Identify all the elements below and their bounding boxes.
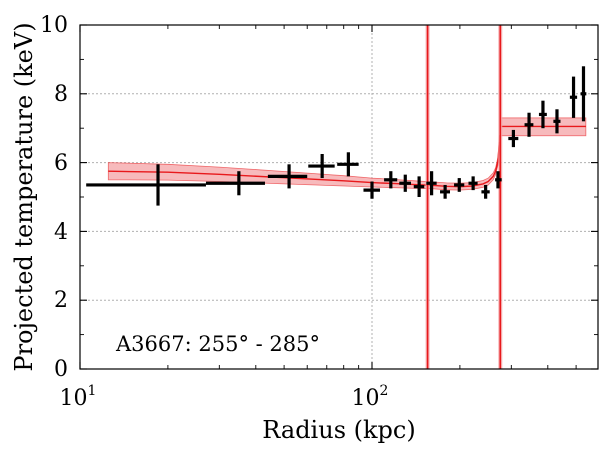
data-point-5 <box>337 152 359 177</box>
y-tick-label-4: 4 <box>54 220 68 245</box>
y-axis-title: Projected temperature (keV) <box>10 22 38 371</box>
data-point-11 <box>440 184 451 199</box>
axis-ticks <box>79 24 598 370</box>
data-point-7 <box>384 171 398 189</box>
data-point-19 <box>553 109 561 134</box>
y-tick-label-0: 0 <box>54 357 68 382</box>
data-point-9 <box>413 176 425 197</box>
data-point-18 <box>538 100 547 129</box>
data-point-15 <box>495 171 502 189</box>
data-point-17 <box>524 112 534 137</box>
y-tick-label-8: 8 <box>54 82 68 107</box>
data-points <box>86 66 587 206</box>
x-tick-labels: 101 102 <box>60 383 389 411</box>
x-tick-label-100: 102 <box>352 383 389 411</box>
x-tick-label-10: 101 <box>60 383 97 411</box>
data-point-6 <box>363 181 380 199</box>
region-annotation: A3667: 255° - 285° <box>115 332 320 356</box>
data-point-16 <box>508 129 519 148</box>
x-tick-label-100-base: 10 <box>352 386 380 411</box>
x-tick-label-10-exp: 1 <box>88 383 97 399</box>
x-tick-label-100-exp: 2 <box>380 383 389 399</box>
data-point-4 <box>308 154 335 179</box>
data-point-21 <box>580 66 587 122</box>
y-tick-label-10: 10 <box>40 13 68 38</box>
y-tick-labels: 0 2 4 6 8 10 <box>40 13 68 382</box>
y-tick-label-6: 6 <box>54 151 68 176</box>
data-point-12 <box>454 178 465 192</box>
data-point-8 <box>399 174 411 192</box>
data-point-10 <box>426 171 437 196</box>
data-point-20 <box>569 76 578 118</box>
data-point-13 <box>468 176 478 191</box>
data-point-1 <box>86 164 206 206</box>
model-layer <box>107 25 587 369</box>
y-tick-label-2: 2 <box>54 288 68 313</box>
data-point-2 <box>205 171 265 196</box>
x-axis-title: Radius (kpc) <box>262 416 415 444</box>
data-point-14 <box>481 184 490 199</box>
data-point-3 <box>267 164 308 189</box>
x-tick-label-10-base: 10 <box>60 386 88 411</box>
